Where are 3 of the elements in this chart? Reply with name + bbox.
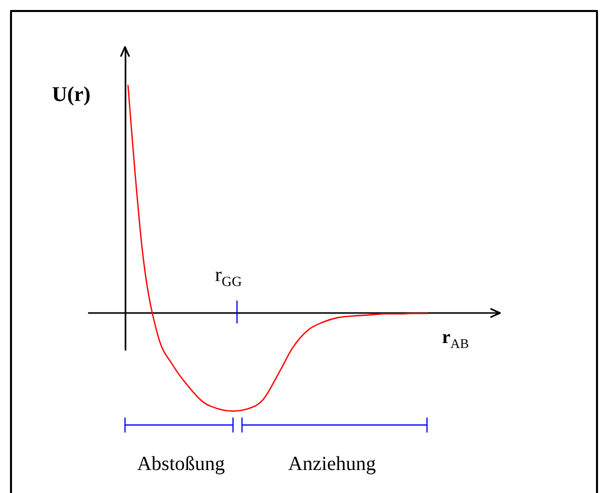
text: Abstoßung [137,453,225,475]
y-axis-title: U(r) [52,82,90,106]
text: Anziehung [288,453,376,475]
